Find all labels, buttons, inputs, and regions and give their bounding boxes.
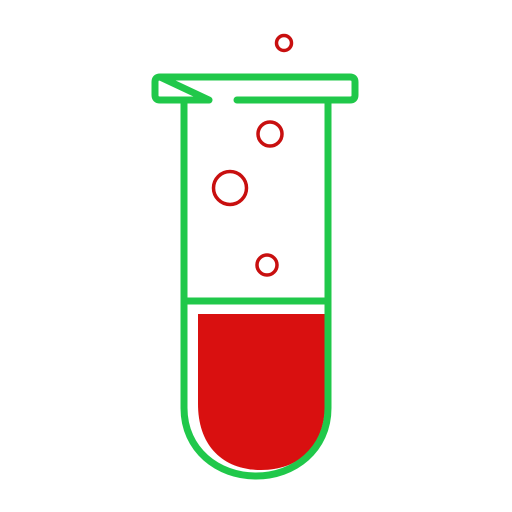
bubble-upper [256,120,284,148]
bubble-lower [255,253,279,277]
tube-rim [151,73,359,104]
bubbles [211,33,294,277]
bubble-top [274,33,294,53]
bubble-large [211,169,249,207]
tube-rim-shape [151,73,359,104]
tube-outline [180,96,332,480]
liquid-fill [198,314,325,470]
tube-body [180,96,332,480]
